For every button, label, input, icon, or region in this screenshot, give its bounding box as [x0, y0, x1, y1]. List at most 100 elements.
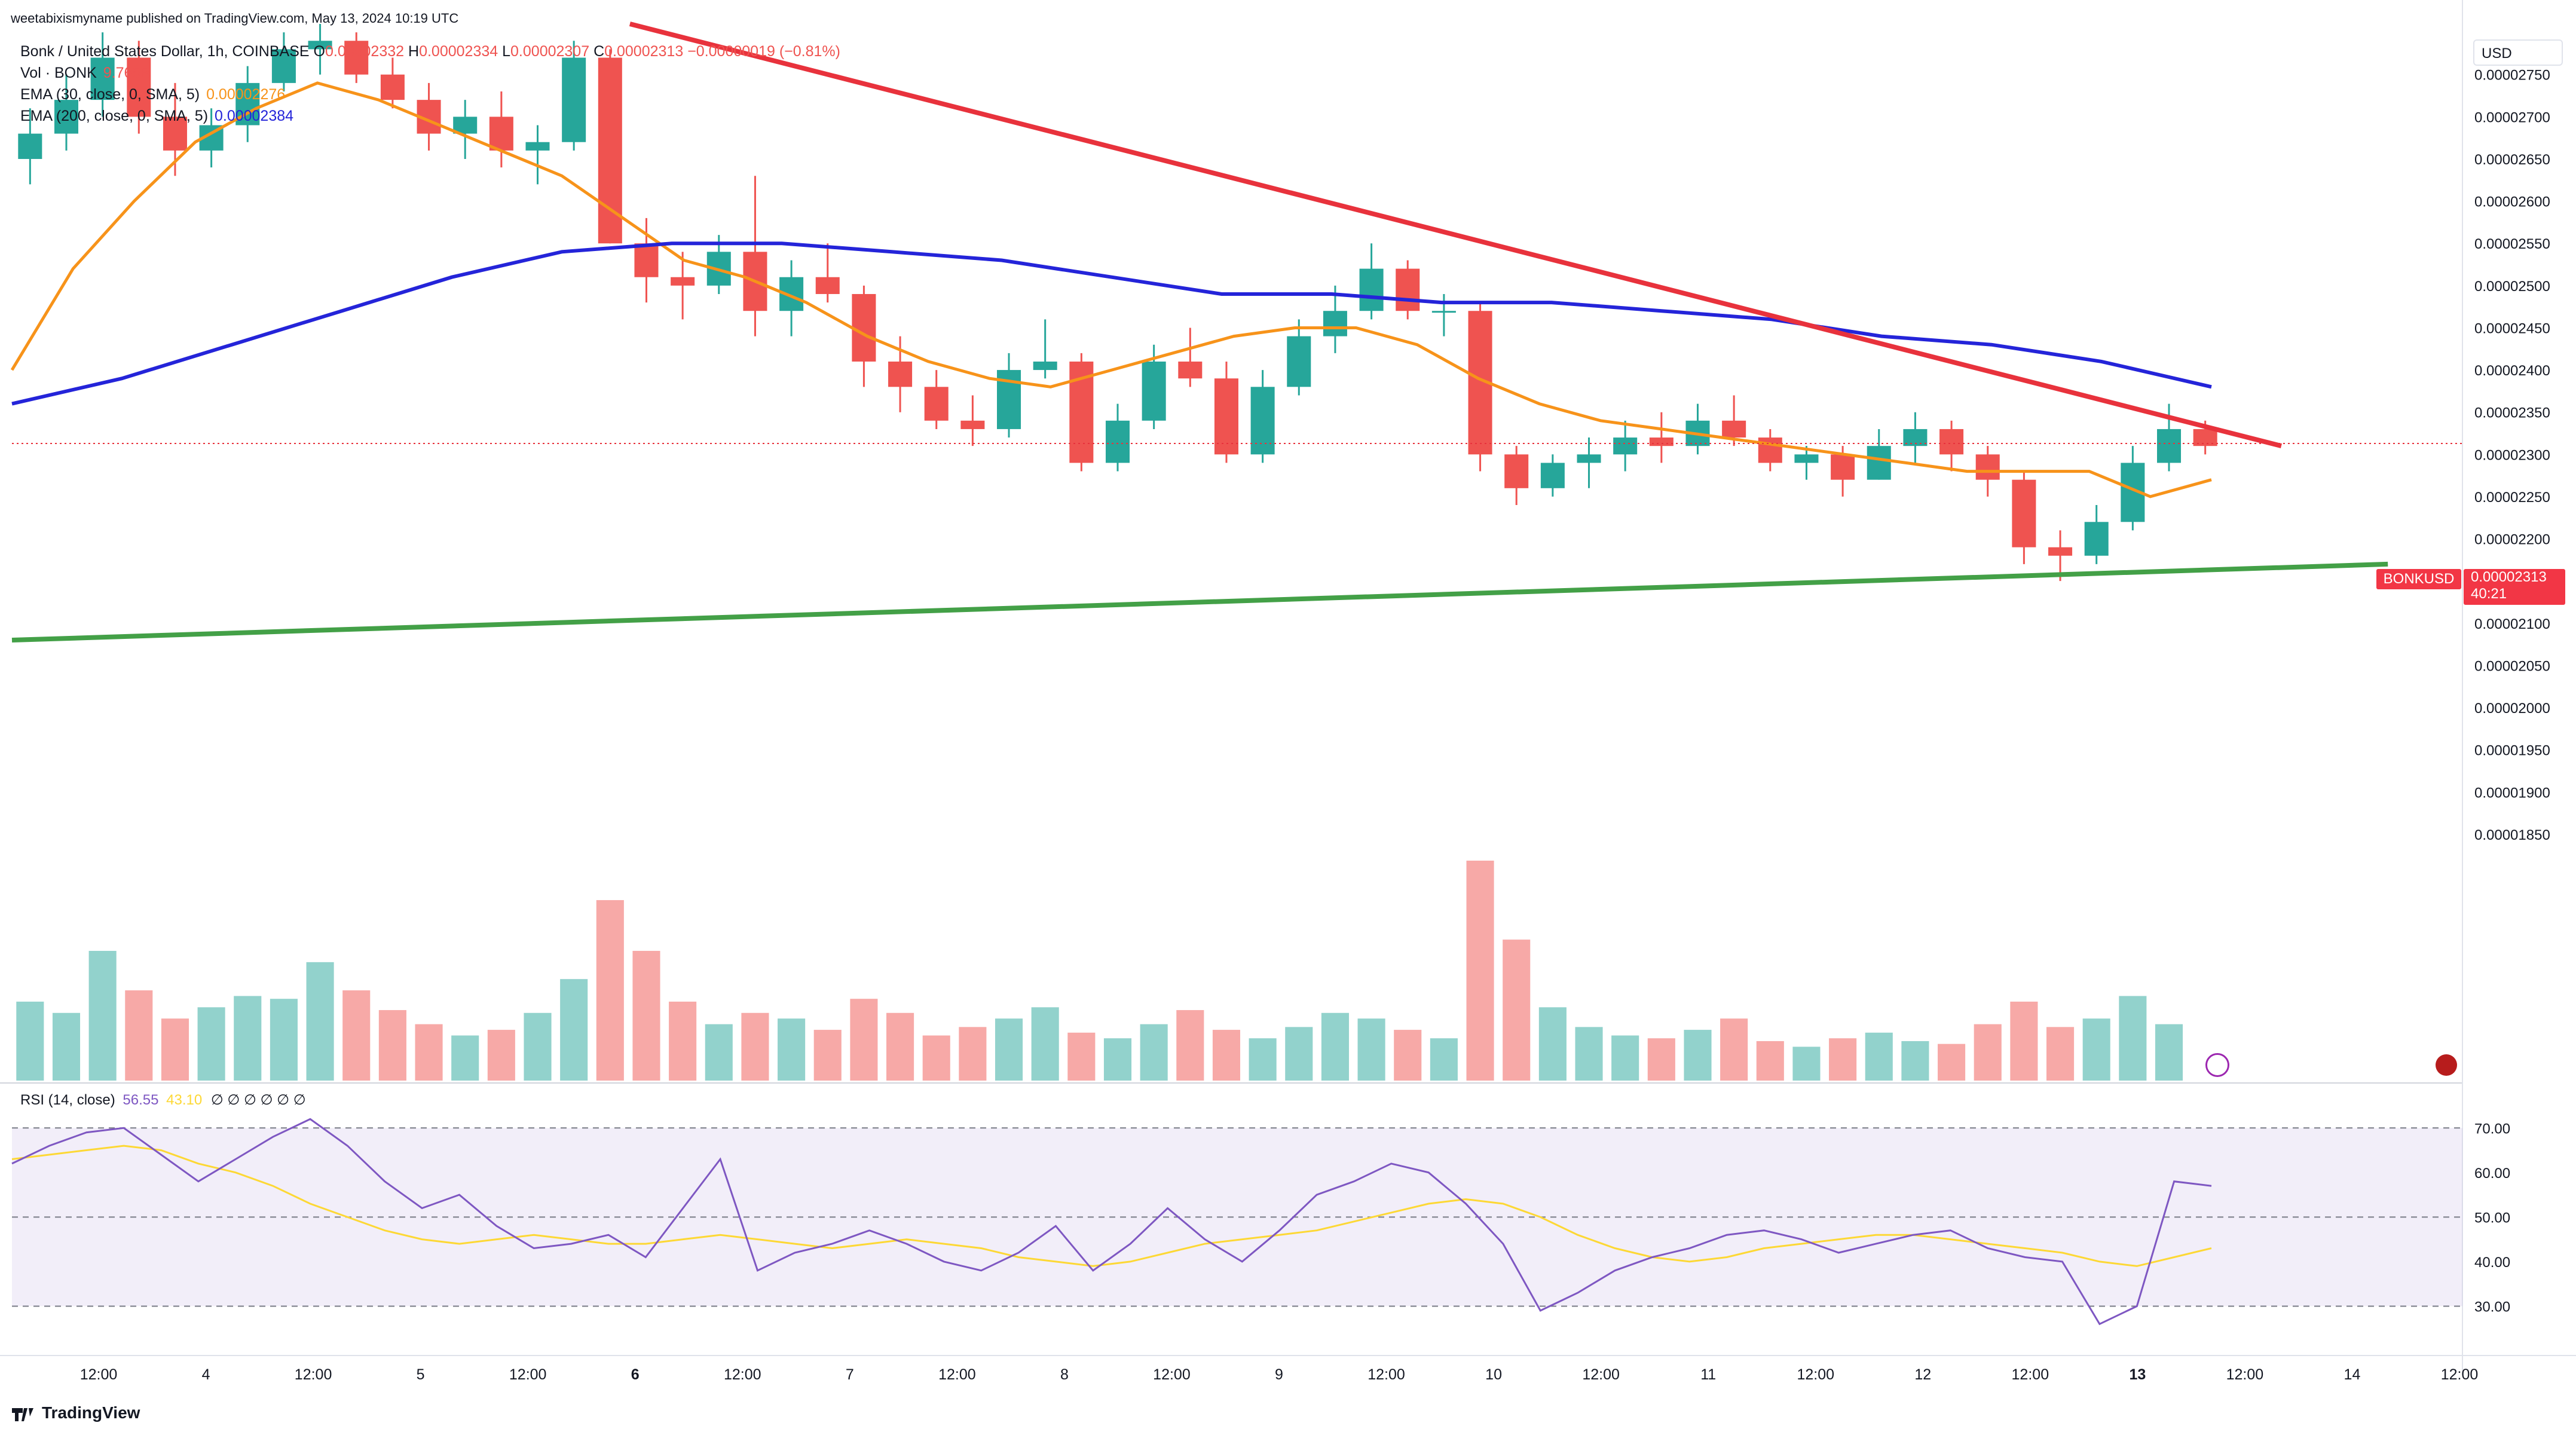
volume-bar — [161, 1018, 189, 1081]
volume-bar — [1647, 1038, 1675, 1081]
volume-bar — [1466, 861, 1494, 1081]
price-tick-label: 0.00002400 — [2474, 363, 2550, 379]
volume-bar — [1067, 1032, 1096, 1081]
ema200-value: 0.00002384 — [214, 108, 294, 124]
volume-bar — [1538, 1007, 1567, 1081]
candle-body — [562, 57, 586, 142]
candle-body — [924, 387, 949, 421]
currency-selector[interactable]: USD — [2473, 39, 2563, 66]
volume-bar — [560, 979, 588, 1081]
time-tick-label: 13 — [2129, 1366, 2146, 1383]
volume-bar — [415, 1024, 443, 1081]
open-value: 0.00002332 — [325, 43, 405, 60]
publisher-header: weetabixismyname published on TradingVie… — [11, 11, 459, 26]
candle-body — [1758, 437, 1782, 463]
time-tick-label: 6 — [631, 1366, 640, 1383]
time-tick-label: 12:00 — [1582, 1366, 1620, 1383]
price-tick-label: 0.00002700 — [2474, 109, 2550, 126]
rsi-tick-label: 40.00 — [2474, 1255, 2510, 1271]
volume-bar — [306, 962, 334, 1081]
volume-bar — [1865, 1032, 1893, 1081]
volume-bar — [1974, 1024, 2002, 1081]
volume-bar — [1394, 1030, 1422, 1081]
time-tick-label: 9 — [1275, 1366, 1283, 1383]
volume-bar — [342, 990, 371, 1081]
tradingview-logo[interactable]: TradingView — [11, 1403, 140, 1422]
volume-bar — [1103, 1038, 1132, 1081]
candle-body — [1939, 429, 1964, 455]
volume-bar — [1430, 1038, 1458, 1081]
last-price: 0.00002313 — [2471, 569, 2547, 585]
candle-body — [344, 41, 369, 75]
candle-body — [1613, 437, 1638, 455]
rsi-legend[interactable]: RSI (14, close) 56.55 43.10 ∅ ∅ ∅ ∅ ∅ ∅ — [20, 1091, 306, 1109]
volume-bar — [922, 1035, 950, 1081]
candle-body — [1214, 378, 1238, 455]
ema200-legend[interactable]: EMA (200, close, 0, SMA, 5) 0.00002384 — [20, 108, 293, 125]
candle-body — [634, 243, 659, 277]
volume-bar — [2082, 1018, 2110, 1081]
candle-body — [852, 293, 876, 362]
high-value: 0.00002334 — [419, 43, 498, 60]
candle-body — [1142, 361, 1166, 421]
candle-body — [127, 57, 151, 117]
volume-bar — [197, 1007, 225, 1081]
volume-legend[interactable]: Vol · BONK 9.765B — [20, 65, 151, 82]
volume-bar — [850, 999, 878, 1081]
candle-body — [960, 420, 985, 429]
volume-bar — [125, 990, 153, 1081]
price-tick-label: 0.00002200 — [2474, 532, 2550, 548]
candle-body — [525, 142, 550, 151]
volume-bar — [1357, 1018, 1385, 1081]
volume-bar — [2119, 996, 2147, 1081]
time-tick-label: 12:00 — [724, 1366, 761, 1383]
low-value: 0.00002307 — [510, 43, 590, 60]
volume-bar — [886, 1012, 914, 1081]
time-tick-label: 5 — [417, 1366, 425, 1383]
volume-bar — [1756, 1041, 1784, 1081]
tradingview-logo-icon — [12, 1408, 33, 1421]
volume-bar — [1829, 1038, 1857, 1081]
candle-body — [453, 117, 478, 134]
volume-bar — [669, 1001, 697, 1081]
ema200-label: EMA (200, close, 0, SMA, 5) — [20, 108, 209, 124]
volume-bar — [487, 1030, 515, 1081]
candle-body — [1396, 268, 1420, 311]
candle-body — [2157, 429, 2182, 463]
lightning-icon[interactable] — [2205, 1053, 2229, 1077]
candle-body — [271, 49, 296, 83]
volume-bar — [1321, 1012, 1349, 1081]
symbol-price-badge: BONKUSD — [2376, 569, 2461, 589]
candle-body — [815, 277, 840, 294]
ema30-value: 0.00002276 — [206, 86, 286, 103]
change-value: −0.00000019 (−0.81%) — [687, 43, 840, 60]
candle-body — [163, 117, 187, 151]
candle-body — [489, 117, 513, 151]
price-tick-label: 0.00002650 — [2474, 152, 2550, 168]
candle-body — [18, 133, 42, 159]
price-tick-label: 0.00002550 — [2474, 236, 2550, 252]
candle-body — [1794, 454, 1819, 463]
price-tick-label: 0.00002300 — [2474, 447, 2550, 463]
support-trendline — [11, 561, 2388, 643]
candle-body — [380, 74, 405, 100]
volume-bar — [1176, 1010, 1204, 1081]
candle-body — [308, 41, 332, 50]
candle-body — [888, 361, 913, 387]
rsi-label: RSI (14, close) — [20, 1092, 115, 1108]
rsi-value: 56.55 — [123, 1092, 159, 1108]
time-tick-label: 4 — [202, 1366, 210, 1383]
volume-bar — [1938, 1044, 1966, 1081]
volume-bar — [596, 900, 624, 1081]
volume-bar — [813, 1030, 842, 1081]
us-flag-icon[interactable] — [2436, 1054, 2457, 1076]
volume-bar — [741, 1012, 769, 1081]
volume-bar — [1503, 940, 1531, 1081]
rsi-tick-label: 50.00 — [2474, 1210, 2510, 1226]
volume-value: 9.765B — [103, 65, 151, 81]
volume-bar — [1140, 1024, 1168, 1081]
ema30-legend[interactable]: EMA (30, close, 0, SMA, 5) 0.00002276 — [20, 86, 285, 103]
symbol-title: Bonk / United States Dollar, 1h, COINBAS… — [20, 43, 310, 60]
